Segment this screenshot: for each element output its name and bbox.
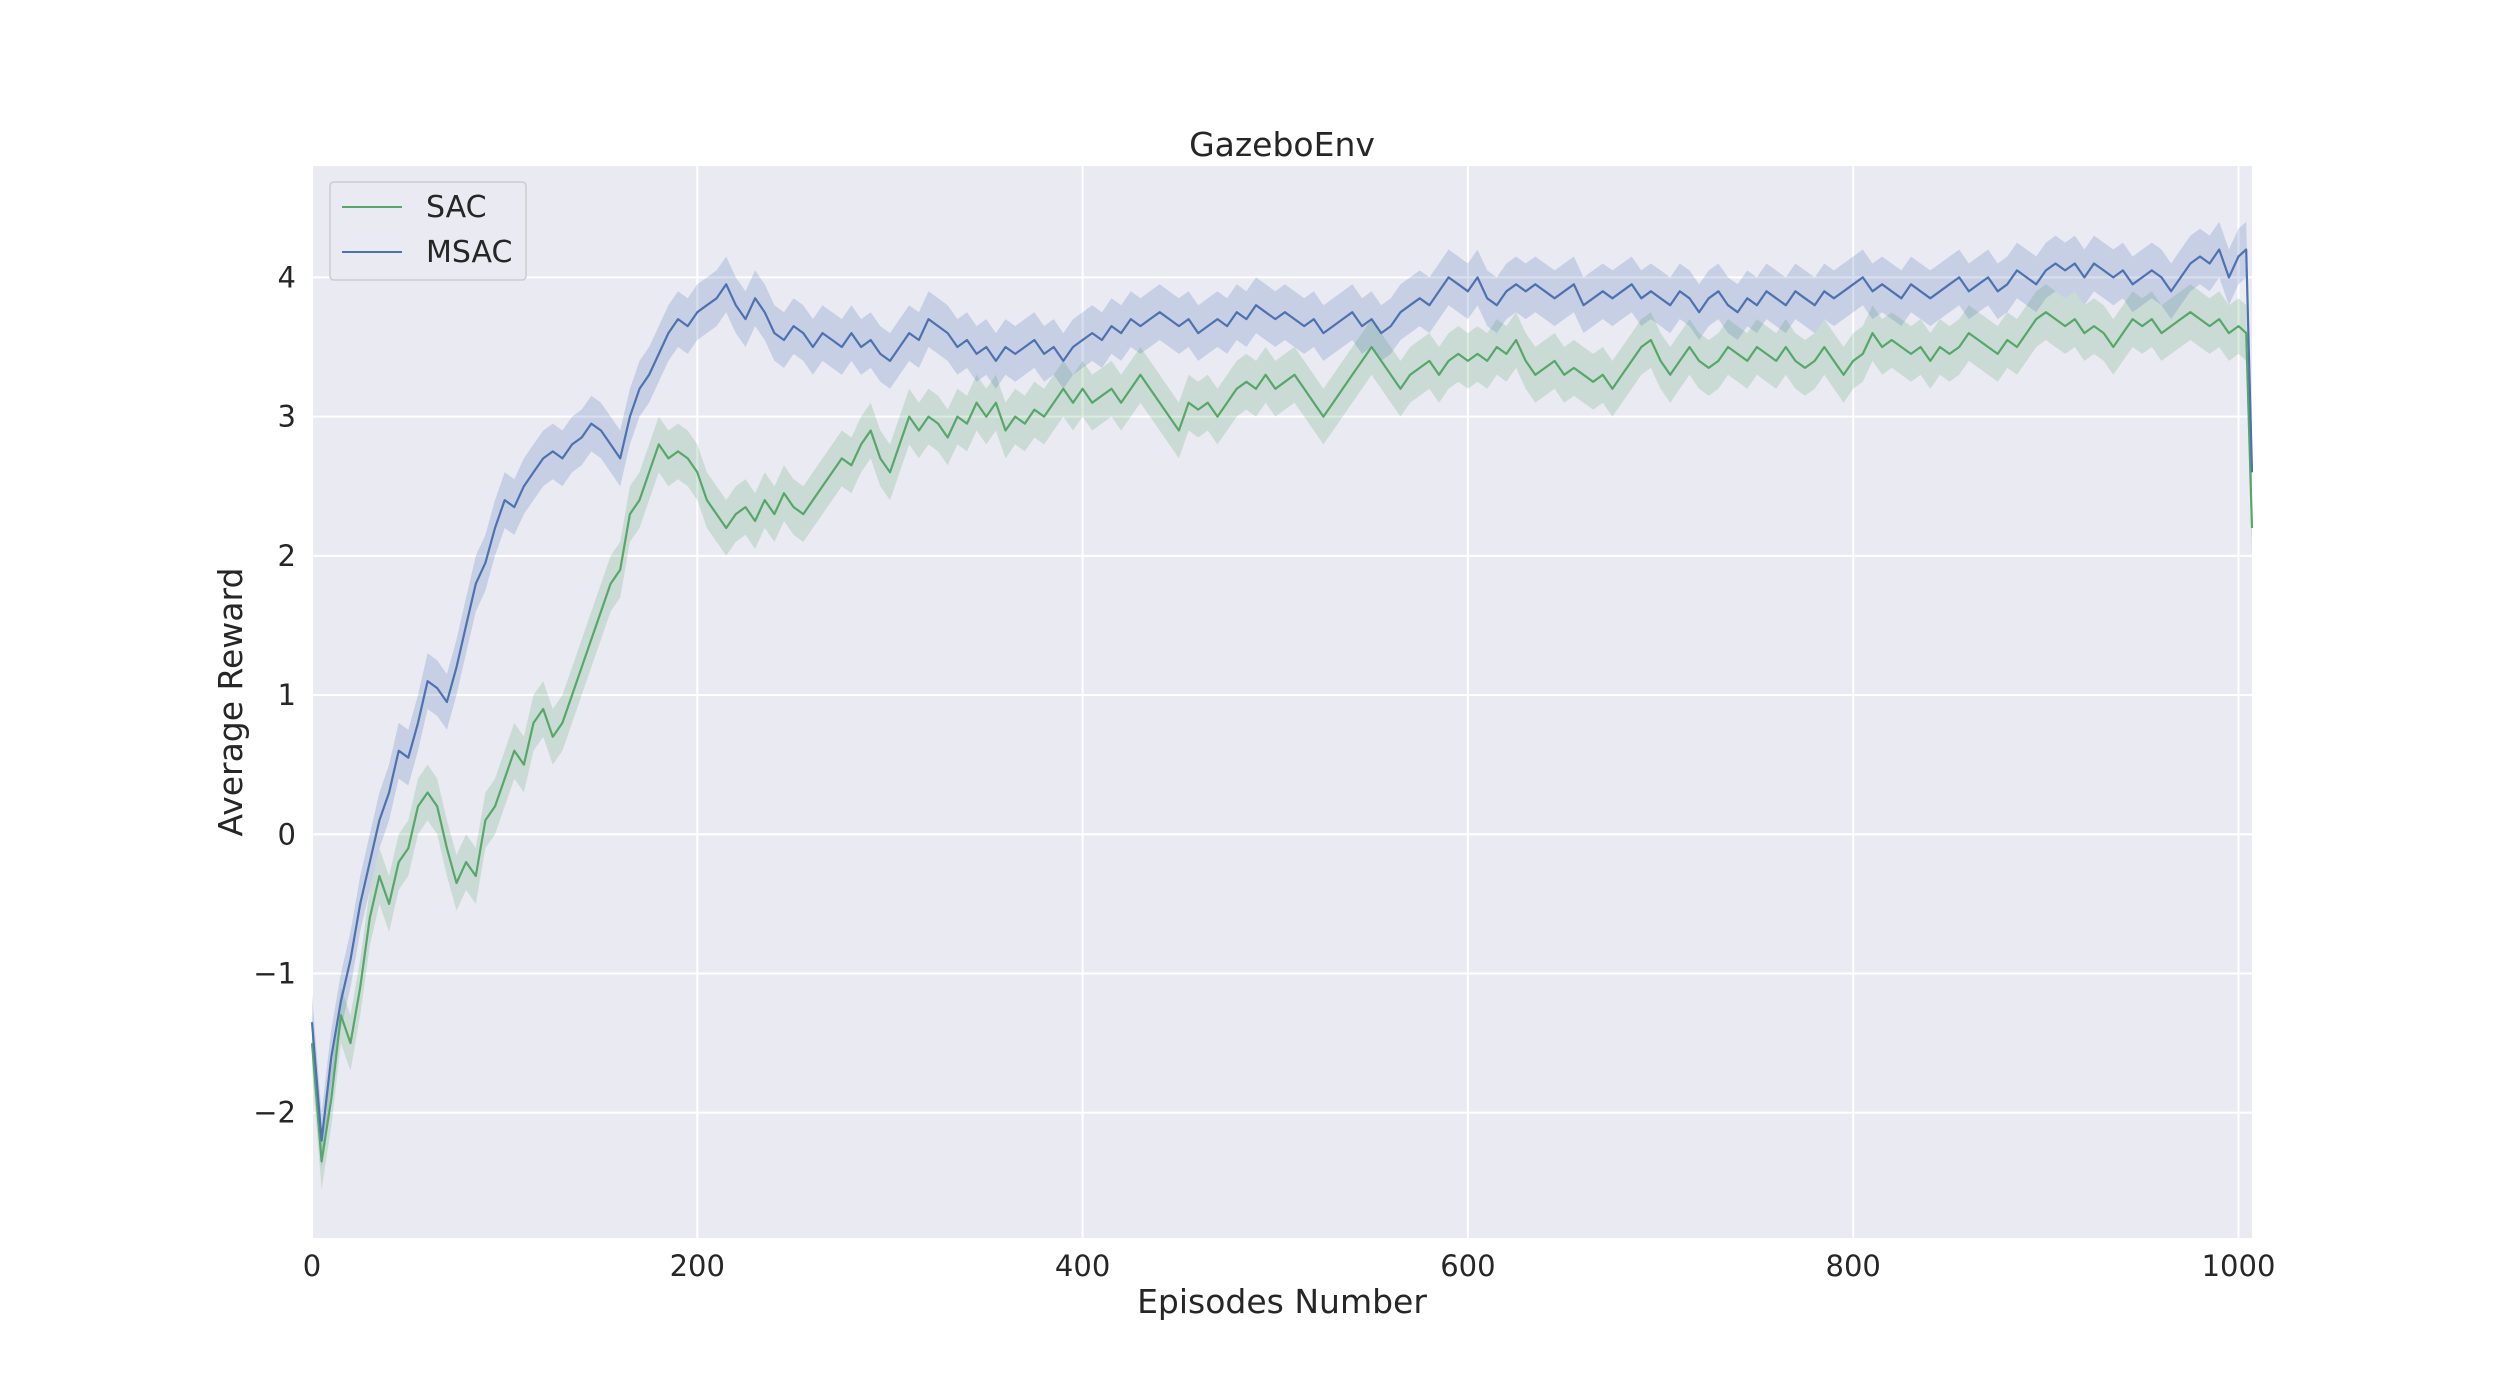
x-tick-labels: 0 200 400 600 800 1000 xyxy=(303,1249,2276,1283)
y-tick-label: 1 xyxy=(278,678,296,712)
y-tick-label: 2 xyxy=(278,539,296,573)
x-tick-label: 0 xyxy=(303,1249,321,1283)
chart-title: GazeboEnv xyxy=(1189,125,1375,164)
legend: SAC MSAC xyxy=(329,181,527,281)
grid xyxy=(311,166,2252,1238)
legend-label-sac: SAC xyxy=(426,190,487,225)
plot-area xyxy=(312,166,2252,1238)
series-lines xyxy=(310,248,2254,1163)
x-tick-label: 600 xyxy=(1440,1249,1495,1283)
series-line-sac xyxy=(310,311,2254,1163)
y-tick-label: −1 xyxy=(253,956,296,990)
y-tick-labels: −2 −1 0 1 2 3 4 xyxy=(253,260,296,1129)
x-tick-label: 800 xyxy=(1826,1249,1881,1283)
x-tick-label: 400 xyxy=(1055,1249,1110,1283)
legend-label-msac: MSAC xyxy=(426,235,512,270)
y-tick-label: 0 xyxy=(278,817,296,851)
x-tick-label: 1000 xyxy=(2202,1249,2276,1283)
series-line-msac xyxy=(310,248,2254,1142)
y-tick-label: 3 xyxy=(278,400,296,434)
y-tick-label: −2 xyxy=(253,1096,296,1130)
x-axis-label: Episodes Number xyxy=(1137,1282,1427,1321)
x-tick-label: 200 xyxy=(670,1249,725,1283)
y-tick-label: 4 xyxy=(278,260,296,294)
y-axis-label: Average Reward xyxy=(211,568,250,837)
